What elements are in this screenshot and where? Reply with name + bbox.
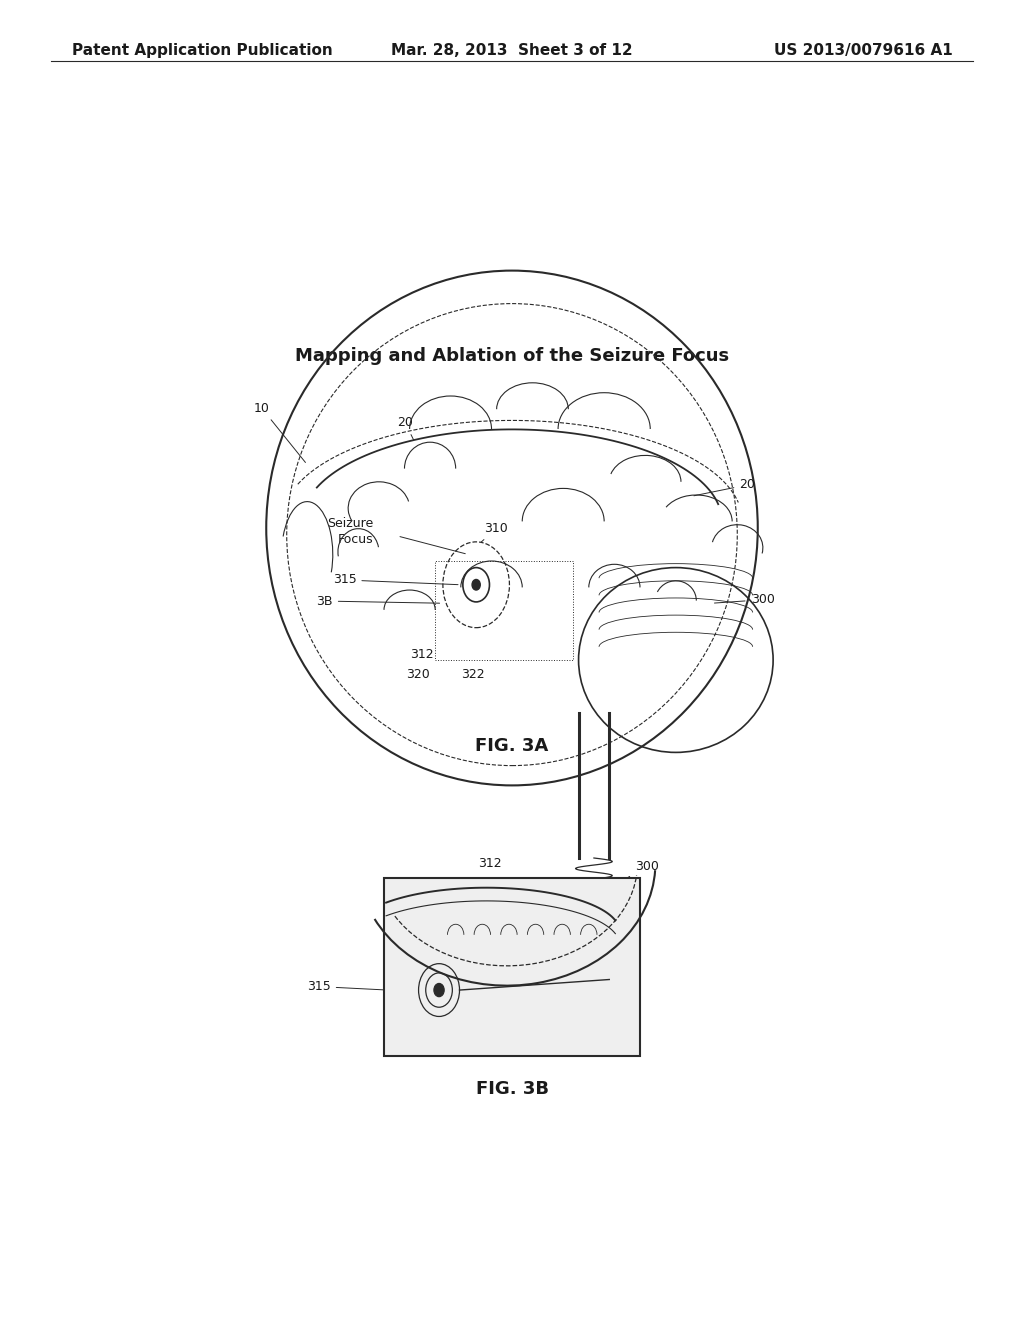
Text: Patent Application Publication: Patent Application Publication bbox=[72, 42, 333, 58]
Text: 320: 320 bbox=[406, 668, 430, 681]
Text: FIG. 3B: FIG. 3B bbox=[475, 1080, 549, 1098]
Text: 20: 20 bbox=[397, 416, 414, 440]
Text: 20: 20 bbox=[694, 478, 756, 496]
Text: Mar. 28, 2013  Sheet 3 of 12: Mar. 28, 2013 Sheet 3 of 12 bbox=[391, 42, 633, 58]
Text: 322: 322 bbox=[541, 950, 565, 964]
Text: FIG. 3A: FIG. 3A bbox=[475, 737, 549, 755]
Bar bbox=[384, 878, 640, 1056]
Text: 315: 315 bbox=[307, 979, 385, 993]
Text: Seizure
Focus: Seizure Focus bbox=[328, 517, 374, 546]
Bar bbox=[435, 561, 573, 660]
Text: 20: 20 bbox=[426, 892, 442, 906]
Text: 312: 312 bbox=[478, 857, 502, 870]
Circle shape bbox=[472, 579, 480, 590]
Text: 310: 310 bbox=[481, 521, 508, 543]
Text: 10: 10 bbox=[512, 1030, 527, 1041]
Text: 322: 322 bbox=[461, 668, 485, 681]
Text: 10: 10 bbox=[254, 401, 305, 462]
Text: Mapping and Ablation of the Seizure Focus: Mapping and Ablation of the Seizure Focu… bbox=[295, 347, 729, 366]
Text: 320: 320 bbox=[498, 950, 521, 964]
Text: 312: 312 bbox=[410, 648, 434, 661]
Text: 300: 300 bbox=[715, 593, 774, 606]
Text: 310: 310 bbox=[606, 985, 631, 998]
Text: US 2013/0079616 A1: US 2013/0079616 A1 bbox=[773, 42, 952, 58]
Text: 3B: 3B bbox=[316, 594, 439, 607]
Text: 300: 300 bbox=[596, 859, 658, 896]
Text: 315: 315 bbox=[333, 573, 458, 586]
Circle shape bbox=[434, 983, 444, 997]
